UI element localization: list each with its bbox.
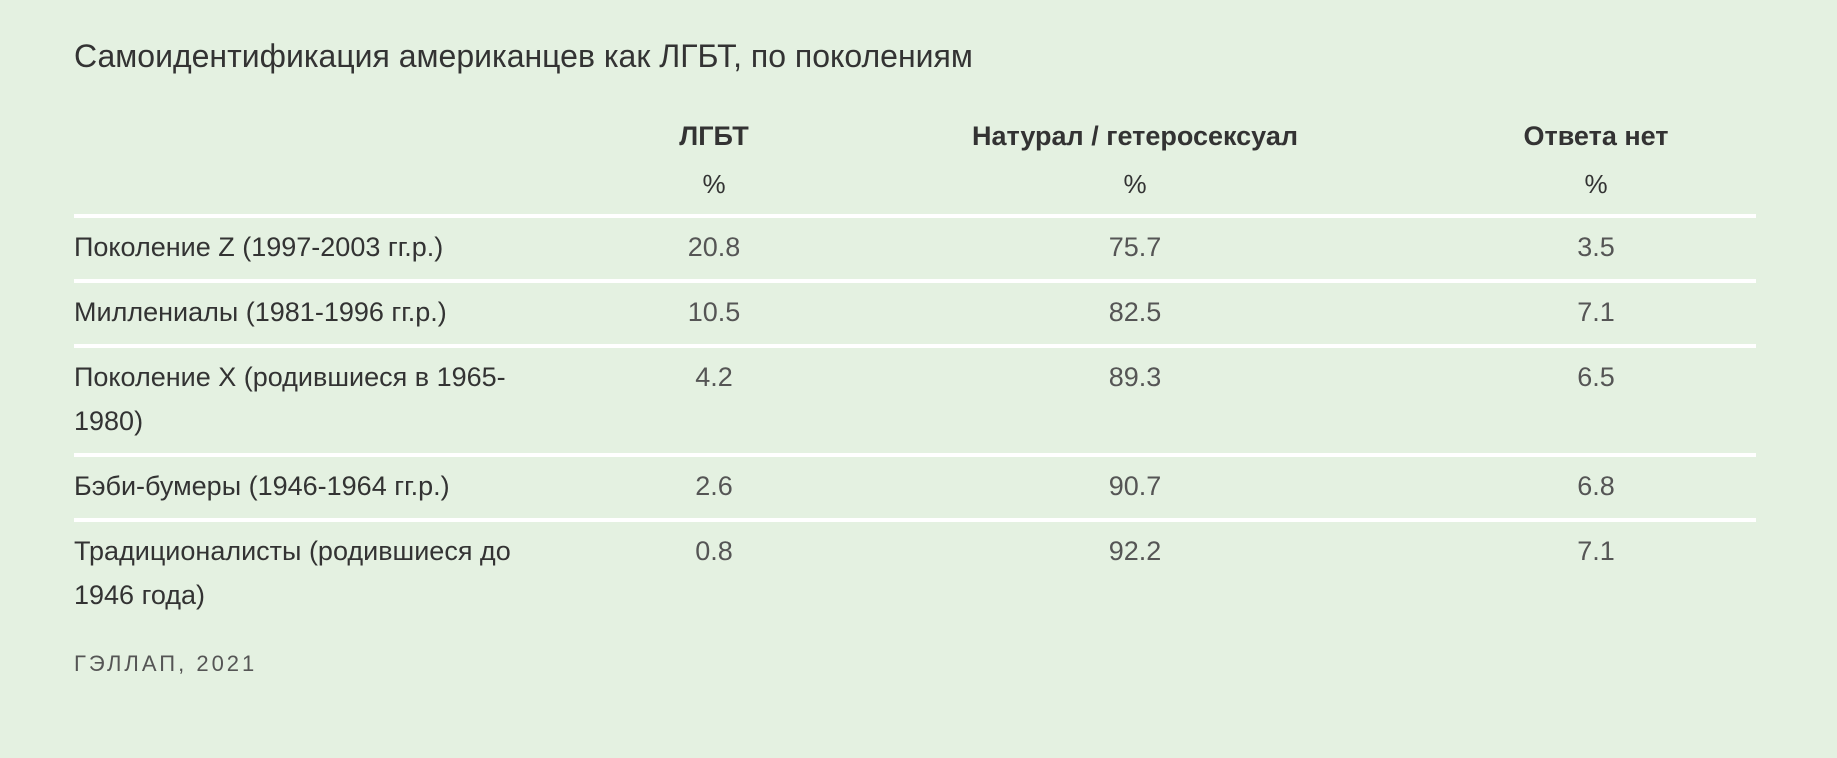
table-row: Поколение X (родившиеся в 1965-1980) 4.2… xyxy=(74,346,1756,457)
data-table: ЛГБТ Натурал / гетеросексуал Ответа нет … xyxy=(74,112,1756,627)
table-row: Бэби-бумеры (1946-1964 гг.р.) 2.6 90.7 6… xyxy=(74,455,1756,522)
cell-value: 3.5 xyxy=(1436,216,1756,283)
column-header-row: ЛГБТ Натурал / гетеросексуал Ответа нет xyxy=(74,112,1756,160)
cell-value: 6.5 xyxy=(1436,346,1756,457)
cell-value: 90.7 xyxy=(834,455,1436,522)
cell-value: 2.6 xyxy=(594,455,834,522)
row-label: Поколение X (родившиеся в 1965-1980) xyxy=(74,346,594,457)
cell-value: 0.8 xyxy=(695,536,733,566)
column-header-empty xyxy=(74,112,594,160)
cell-value: 7.1 xyxy=(1577,536,1615,566)
cell-value: 7.1 xyxy=(1436,281,1756,348)
cell-value: 75.7 xyxy=(834,216,1436,283)
cell-value: 10.5 xyxy=(594,281,834,348)
cell-value: 20.8 xyxy=(594,216,834,283)
row-label: Традиционалисты (родившиеся до 1946 года… xyxy=(74,536,511,610)
row-label: Поколение Z (1997-2003 гг.р.) xyxy=(74,216,594,283)
column-header-no-answer: Ответа нет xyxy=(1523,120,1669,151)
table-row: Миллениалы (1981-1996 гг.р.) 10.5 82.5 7… xyxy=(74,281,1756,348)
cell-value: 82.5 xyxy=(834,281,1436,348)
unit-header-no-answer: % xyxy=(1436,160,1756,218)
unit-header-empty xyxy=(74,160,594,218)
table-row: Поколение Z (1997-2003 гг.р.) 20.8 75.7 … xyxy=(74,216,1756,283)
row-label: Бэби-бумеры (1946-1964 гг.р.) xyxy=(74,455,594,522)
source-note: ГЭЛЛАП, 2021 xyxy=(74,651,258,676)
column-header-straight: Натурал / гетеросексуал xyxy=(971,120,1299,151)
unit-header-row: % % % xyxy=(74,160,1756,218)
table-row: Традиционалисты (родившиеся до 1946 года… xyxy=(74,520,1756,627)
cell-value: 4.2 xyxy=(594,346,834,457)
unit-header-straight: % xyxy=(834,160,1436,218)
chart-title: Самоидентификация американцев как ЛГБТ, … xyxy=(74,38,973,74)
row-label: Миллениалы (1981-1996 гг.р.) xyxy=(74,281,594,348)
cell-value: 92.2 xyxy=(1108,536,1162,566)
column-header-lgbt: ЛГБТ xyxy=(679,120,749,151)
cell-value: 6.8 xyxy=(1436,455,1756,522)
cell-value: 89.3 xyxy=(834,346,1436,457)
unit-header-lgbt: % xyxy=(594,160,834,218)
